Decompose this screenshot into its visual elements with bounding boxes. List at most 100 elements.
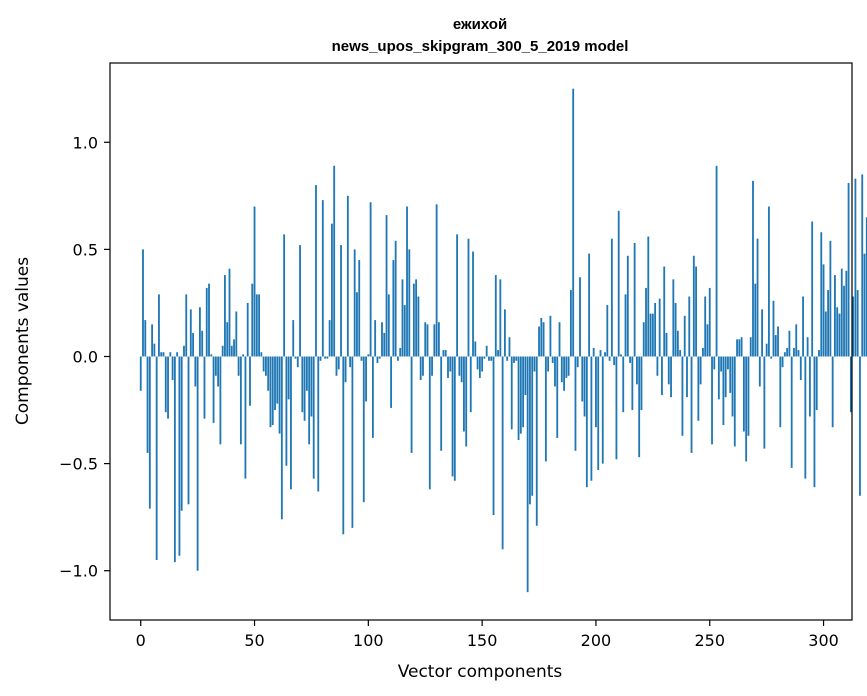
bar-263 [738, 339, 741, 357]
bar-73 [305, 356, 308, 391]
y-axis-ticks: −1.0 −0.5 0.0 0.5 1.0 [59, 133, 110, 581]
bar-78 [317, 356, 320, 492]
bar-148 [476, 356, 479, 370]
bar-33 [214, 356, 217, 376]
bar-17 [178, 356, 181, 556]
bar-23 [192, 332, 194, 357]
bar-230 [663, 266, 666, 357]
bar-296 [813, 356, 816, 488]
bar-241 [688, 296, 691, 357]
bar-124 [422, 356, 424, 376]
bar-297 [815, 356, 818, 411]
bar-284 [786, 347, 789, 357]
bar-181 [551, 356, 554, 363]
x-axis-label: Vector components [398, 662, 563, 682]
bar-122 [417, 296, 420, 357]
bar-237 [679, 350, 682, 357]
bar-257 [724, 356, 727, 398]
bar-232 [667, 356, 670, 385]
bar-175 [538, 326, 540, 357]
bar-182 [554, 356, 556, 387]
bar-149 [478, 356, 481, 378]
bar-7 [155, 356, 158, 561]
bar-9 [160, 352, 163, 357]
bar-259 [729, 356, 732, 393]
bar-75 [310, 356, 313, 417]
bar-260 [731, 356, 734, 417]
bar-131 [437, 322, 440, 357]
bar-59 [274, 356, 276, 411]
bar-174 [535, 356, 538, 526]
bar-183 [556, 356, 559, 438]
bar-22 [189, 309, 192, 357]
bar-147 [474, 341, 477, 357]
bar-64 [285, 356, 288, 466]
bar-278 [772, 300, 775, 357]
bar-213 [624, 294, 627, 357]
x-tick-label-100: 100 [353, 631, 384, 650]
bar-200 [595, 356, 597, 428]
bar-48 [249, 356, 251, 406]
bar-101 [369, 202, 372, 357]
bar-27 [201, 330, 204, 357]
bar-313 [852, 296, 855, 357]
bar-159 [501, 356, 504, 550]
bar-32 [212, 356, 215, 423]
bar-288 [795, 324, 798, 357]
y-axis-label: Components values [13, 257, 33, 425]
bar-318 [863, 253, 866, 357]
bar-45 [242, 354, 245, 357]
bar-231 [665, 332, 668, 357]
bar-287 [793, 347, 795, 357]
bar-70 [299, 245, 301, 357]
bar-37 [224, 275, 226, 357]
bar-100 [367, 354, 370, 357]
bar-289 [797, 350, 800, 357]
bar-67 [292, 320, 295, 357]
bar-173 [533, 356, 536, 372]
bar-55 [265, 356, 267, 376]
bar-53 [260, 352, 263, 357]
bar-254 [717, 356, 720, 400]
bar-221 [642, 322, 645, 357]
bar-56 [267, 356, 270, 391]
bar-121 [415, 279, 418, 357]
bar-107 [383, 332, 386, 357]
bar-6 [153, 343, 156, 357]
y-tick-label-2: 0.0 [73, 347, 98, 366]
bar-106 [381, 322, 383, 357]
bar-14 [171, 356, 174, 381]
bar-8 [158, 294, 160, 357]
bar-170 [526, 356, 529, 593]
bar-26 [198, 307, 201, 357]
x-axis-ticks: 0 50 100 150 200 250 300 [136, 620, 839, 650]
bar-145 [469, 356, 472, 413]
bar-265 [742, 356, 745, 432]
bar-133 [442, 350, 445, 357]
bar-299 [820, 232, 823, 357]
bar-256 [722, 356, 725, 426]
bar-292 [804, 356, 807, 479]
bar-19 [183, 345, 185, 357]
bar-195 [583, 356, 586, 417]
bar-129 [433, 324, 436, 357]
bar-85 [333, 165, 336, 357]
bar-196 [585, 356, 588, 488]
bar-2 [144, 320, 147, 357]
bar-172 [531, 356, 534, 496]
bar-203 [601, 356, 604, 464]
bar-167 [519, 356, 522, 434]
bar-162 [508, 337, 511, 357]
bar-28 [203, 356, 206, 419]
bar-250 [708, 287, 711, 357]
bar-113 [397, 356, 399, 361]
bar-66 [290, 356, 292, 490]
bar-283 [783, 352, 786, 357]
bar-279 [774, 335, 777, 357]
bar-95 [356, 292, 358, 357]
bar-262 [736, 339, 738, 357]
bar-303 [829, 240, 832, 357]
bar-123 [419, 356, 422, 381]
bar-270 [754, 283, 757, 357]
